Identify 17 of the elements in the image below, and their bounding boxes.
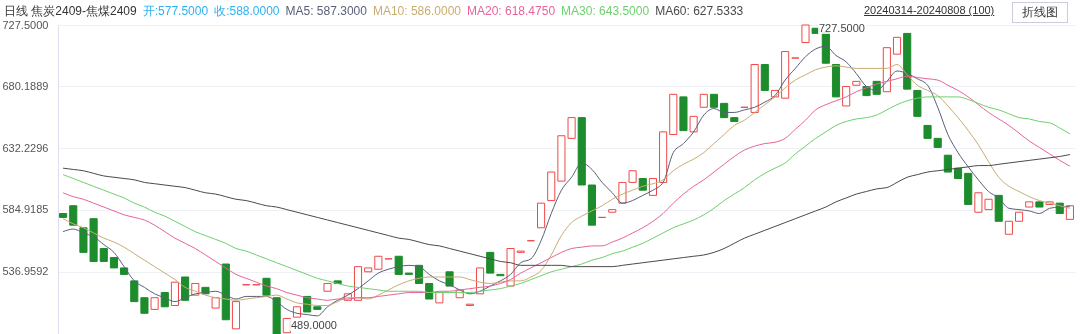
y-tick-label: 680.1889 xyxy=(2,79,49,92)
y-tick-label: 727.5000 xyxy=(2,18,49,31)
text: 收:588.0000 xyxy=(214,4,280,18)
text: MA20: 618.4750 xyxy=(467,4,556,18)
y-tick-label: 632.2296 xyxy=(2,141,49,154)
text: MA10: 586.0000 xyxy=(372,4,461,18)
text: MA30: 643.5000 xyxy=(561,4,650,18)
text: 开:577.5000 xyxy=(142,4,209,18)
text: 20240314-20240808 (100) xyxy=(864,4,995,16)
text: MA60: 627.5333 xyxy=(655,4,744,18)
y-tick-label: 536.9592 xyxy=(2,265,49,278)
y-tick-label: 584.9185 xyxy=(2,203,49,216)
chart-title: 日线 焦炭2409-焦煤2409 xyxy=(4,4,137,18)
text: MA5: 587.3000 xyxy=(285,4,367,18)
annotation: 489.0000 xyxy=(290,319,338,331)
annotation: 727.5000 xyxy=(818,22,866,34)
text: 折线图 xyxy=(1012,2,1068,23)
